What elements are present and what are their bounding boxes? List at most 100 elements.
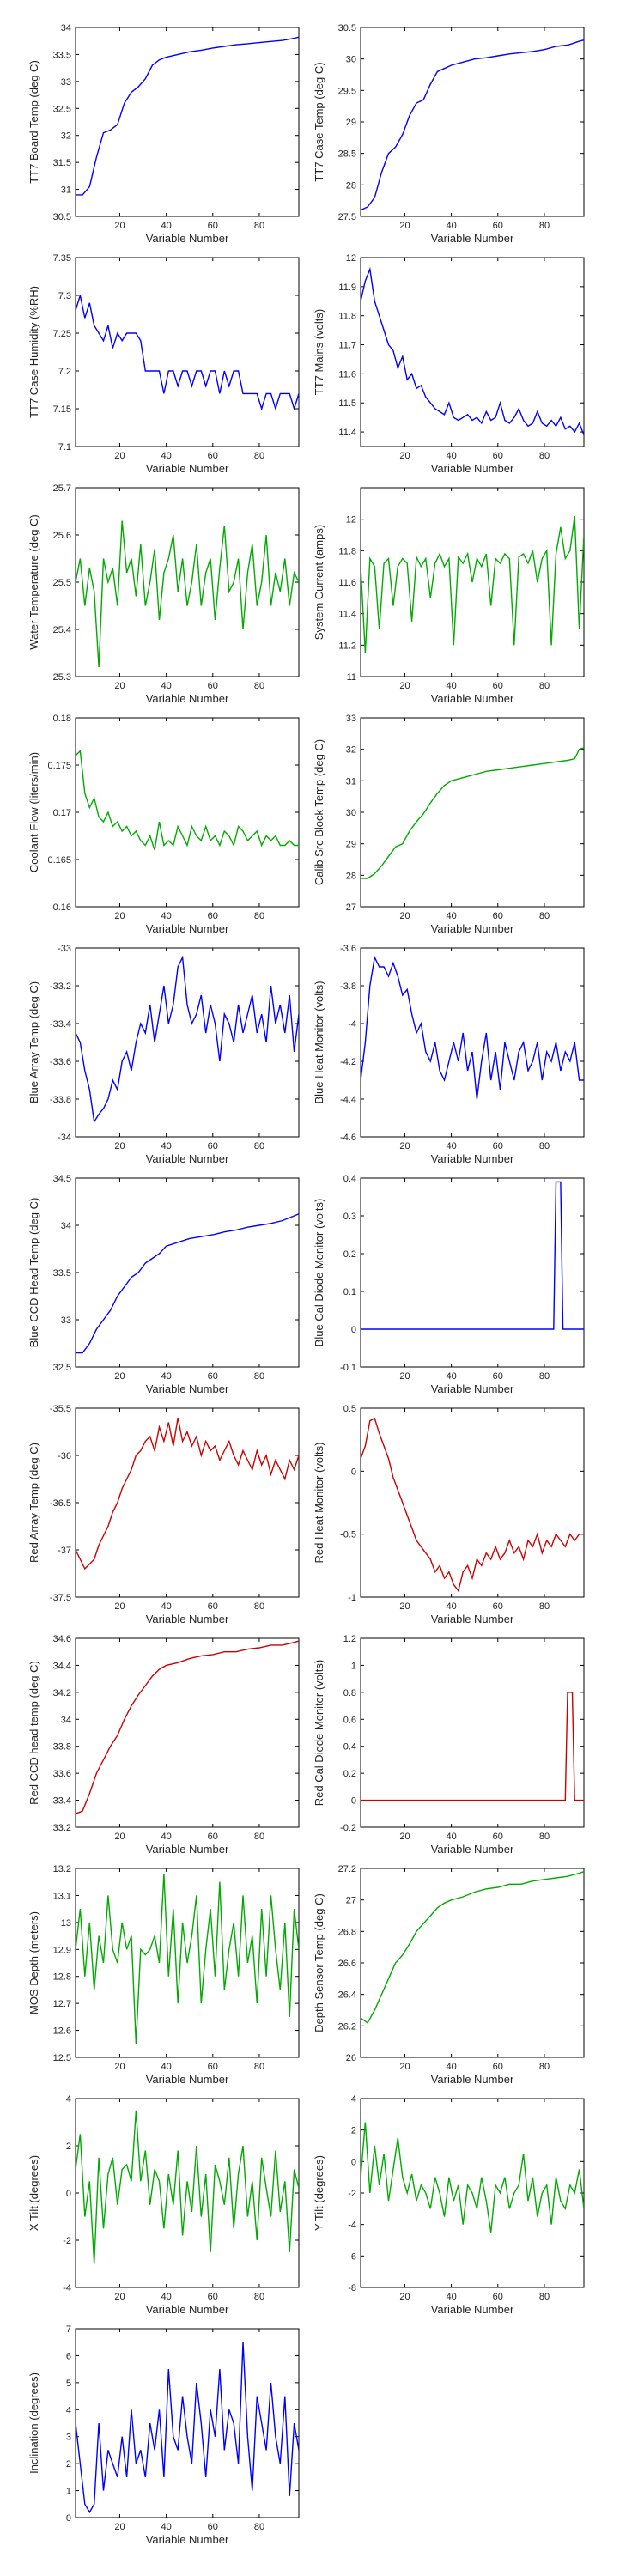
x-tick-label: 40 xyxy=(447,1141,457,1151)
y-tick-label: 12.9 xyxy=(53,1945,71,1955)
x-axis-label: Variable Number xyxy=(146,462,229,475)
y-axis-label: Red Cal Diode Monitor (volts) xyxy=(313,1660,325,1807)
y-tick-label: 29.5 xyxy=(338,86,356,96)
chart-panel: 20 40 60 80 32.5 33 33.5 34 34.5 Variable Number B… xyxy=(27,1174,300,1395)
y-tick-label: 30 xyxy=(346,808,356,818)
series-line xyxy=(76,36,299,196)
x-tick-label: 60 xyxy=(208,1601,218,1612)
y-axis-label: Depth Sensor Temp (deg C) xyxy=(313,1893,325,2032)
plot-frame xyxy=(360,257,585,447)
x-tick-label: 60 xyxy=(208,2062,218,2072)
x-tick-label: 60 xyxy=(493,1371,503,1382)
series-line xyxy=(76,520,299,668)
y-axis-label: Coolant Flow (liters/min) xyxy=(27,752,40,872)
x-tick-label: 20 xyxy=(399,2292,410,2302)
x-tick-label: 40 xyxy=(161,2062,172,2072)
y-tick-label: 31 xyxy=(61,185,71,196)
x-tick-label: 80 xyxy=(254,451,264,461)
y-tick-label: 2 xyxy=(66,2459,71,2470)
y-axis-label: Y Tilt (degrees) xyxy=(313,2155,325,2231)
y-tick-label: 26.6 xyxy=(338,1959,356,1969)
y-tick-label: 4 xyxy=(66,2094,71,2105)
plot-frame xyxy=(360,1637,585,1828)
y-tick-label: -35.5 xyxy=(50,1404,71,1414)
y-axis-label: Blue Heat Monitor (volts) xyxy=(313,981,325,1103)
y-tick-label: 33.4 xyxy=(53,1796,71,1807)
y-tick-label: 27 xyxy=(346,902,356,913)
y-tick-label: 29 xyxy=(346,840,356,850)
series-line xyxy=(361,1692,584,1801)
y-tick-label: 0.175 xyxy=(47,761,71,771)
chart-panel: 20 40 60 80 25.3 25.4 25.5 25.6 25.7 Variable Num… xyxy=(27,483,300,705)
y-tick-label: -3.6 xyxy=(340,944,356,954)
y-tick-label: -4 xyxy=(348,2221,356,2231)
x-tick-label: 60 xyxy=(493,1832,503,1842)
y-tick-label: 11.6 xyxy=(338,369,356,380)
x-tick-label: 80 xyxy=(254,1832,264,1842)
y-tick-label: 2 xyxy=(351,2126,356,2136)
x-tick-label: 60 xyxy=(208,911,218,921)
y-tick-label: 34 xyxy=(61,1221,71,1231)
plot-frame xyxy=(75,487,300,677)
x-tick-label: 60 xyxy=(493,451,503,461)
y-tick-label: 12.8 xyxy=(53,1972,71,1983)
chart-panel: 20 40 60 80 12.5 12.6 12.7 12.8 12.9 13 13.1 13.2 Va… xyxy=(27,1864,300,2086)
y-tick-label: 32 xyxy=(346,745,356,756)
x-axis-label: Variable Number xyxy=(431,692,514,705)
x-tick-label: 60 xyxy=(208,221,218,231)
y-tick-label: 30.5 xyxy=(338,23,356,33)
x-tick-label: 60 xyxy=(493,2062,503,2072)
y-axis-label: TT7 Case Temp (deg C) xyxy=(313,62,325,181)
y-tick-label: 3 xyxy=(66,2433,71,2443)
plot-frame xyxy=(75,2328,300,2518)
y-tick-label: 25.6 xyxy=(53,531,71,541)
plot-frame xyxy=(75,27,300,217)
x-tick-label: 20 xyxy=(399,1832,410,1842)
x-axis-label: Variable Number xyxy=(146,1613,229,1625)
x-tick-label: 20 xyxy=(114,1832,125,1842)
y-tick-label: -6 xyxy=(348,2251,356,2262)
y-tick-label: 11.6 xyxy=(338,578,356,588)
x-tick-label: 40 xyxy=(447,1832,457,1842)
y-axis-label: MOS Depth (meters) xyxy=(27,1911,40,2014)
x-tick-label: 60 xyxy=(208,1832,218,1842)
y-axis-label: Red Array Temp (deg C) xyxy=(27,1443,40,1563)
x-tick-label: 80 xyxy=(254,2292,264,2302)
x-axis-label: Variable Number xyxy=(431,232,514,245)
y-tick-label: 30 xyxy=(346,55,356,65)
x-tick-label: 80 xyxy=(254,681,264,691)
x-axis-label: Variable Number xyxy=(431,1382,514,1395)
x-axis-label: Variable Number xyxy=(146,1382,229,1395)
x-tick-label: 60 xyxy=(208,2522,218,2532)
y-tick-label: 0 xyxy=(351,1325,356,1335)
series-line xyxy=(361,1871,584,2024)
x-tick-label: 40 xyxy=(161,1371,172,1382)
series-line xyxy=(76,1874,299,2044)
y-tick-label: 0.3 xyxy=(343,1212,356,1222)
y-tick-label: 0.8 xyxy=(343,1688,356,1698)
series-line xyxy=(361,2122,584,2233)
y-tick-label: 0.17 xyxy=(53,808,71,818)
y-tick-label: 0 xyxy=(66,2513,71,2524)
x-tick-label: 20 xyxy=(399,911,410,921)
y-tick-label: -0.2 xyxy=(340,1823,356,1833)
y-tick-label: 7.25 xyxy=(53,329,71,339)
x-tick-label: 80 xyxy=(539,451,550,461)
y-tick-label: 1 xyxy=(351,1661,356,1671)
y-tick-label: 25.3 xyxy=(53,672,71,683)
y-tick-label: 28.5 xyxy=(338,149,356,160)
chart-panel: 20 40 60 80 7.1 7.15 7.2 7.25 7.3 7.35 Variable Nu… xyxy=(27,253,300,475)
y-axis-label: X Tilt (degrees) xyxy=(27,2155,40,2231)
plot-frame xyxy=(75,257,300,447)
y-axis-label: Red CCD head temp (deg C) xyxy=(27,1661,40,1805)
chart-panel: 20 40 60 80 -4.6 -4.4 -4.2 -4 -3.8 -3.6 Variable N… xyxy=(313,944,585,1165)
x-tick-label: 20 xyxy=(114,1371,125,1382)
y-tick-label: 13 xyxy=(61,1918,71,1929)
x-tick-label: 40 xyxy=(161,681,172,691)
x-tick-label: 20 xyxy=(399,1601,410,1612)
y-tick-label: 0.6 xyxy=(343,1715,356,1725)
chart-panel: 20 40 60 80 11.4 11.5 11.6 11.7 11.8 11.9 12 Variab… xyxy=(313,253,585,475)
chart-panel: 20 40 60 80 -34 -33.8 -33.6 -33.4 -33.2 -33 Variab… xyxy=(27,944,300,1165)
x-axis-label: Variable Number xyxy=(431,1152,514,1165)
